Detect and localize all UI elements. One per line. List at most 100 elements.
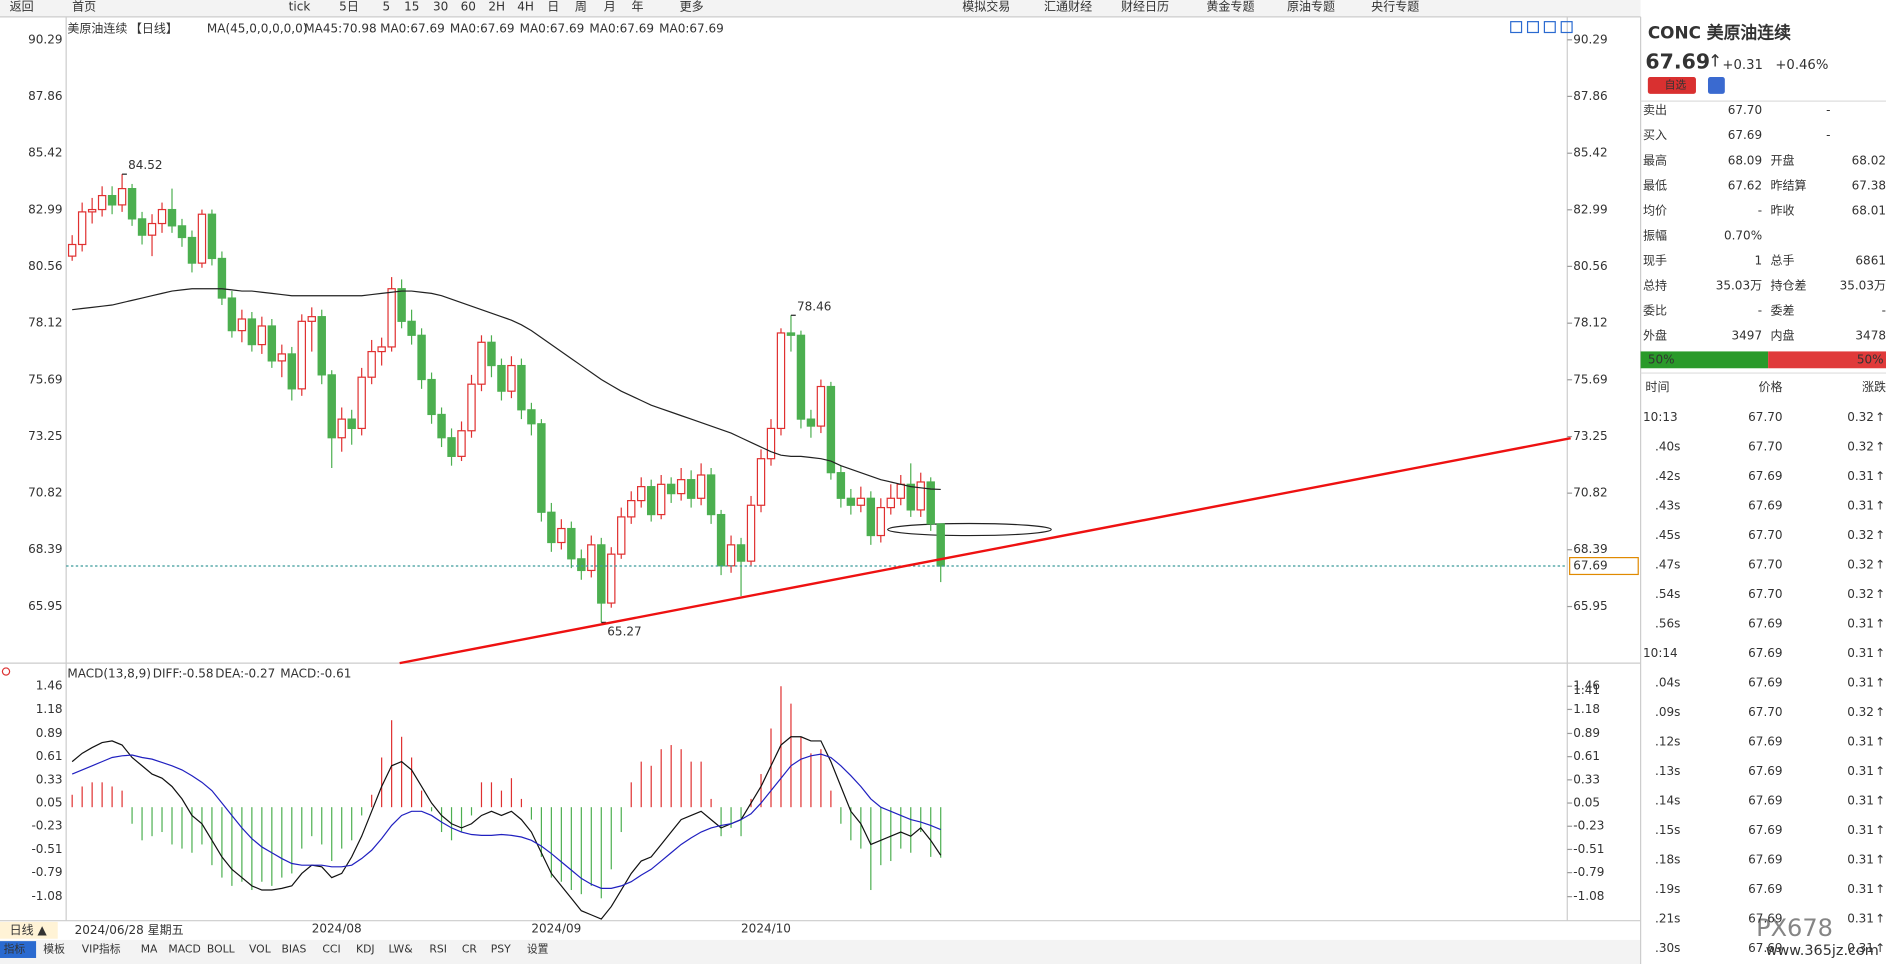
toolbar-item[interactable]: 更多: [680, 0, 704, 14]
candle-body: [906, 483, 915, 511]
candle-body: [557, 527, 566, 544]
tick-change: 0.32: [1847, 528, 1874, 542]
ellipse-drawing: [887, 522, 1052, 537]
tab[interactable]: MA: [141, 943, 158, 956]
candle-body: [676, 479, 686, 495]
tick-change: 0.31: [1847, 617, 1874, 631]
tick-price: 67.69: [1748, 941, 1782, 955]
tab[interactable]: PSY: [491, 943, 511, 956]
buy-bar: [1640, 351, 1769, 369]
toolbar-item[interactable]: 原油专题: [1287, 0, 1335, 14]
y-tick-label: 65.95: [1573, 599, 1607, 613]
icon[interactable]: [1526, 21, 1539, 34]
toolbar-item[interactable]: tick: [289, 0, 311, 14]
candle-body: [537, 423, 546, 513]
up-arrow: ↑: [1875, 646, 1885, 660]
tick-change: 0.31: [1847, 823, 1874, 837]
candle-body: [227, 297, 237, 332]
tab[interactable]: MACD: [168, 943, 200, 956]
tab[interactable]: 指标: [4, 942, 26, 956]
tab[interactable]: CR: [462, 943, 478, 956]
icon[interactable]: [1560, 21, 1573, 34]
tab[interactable]: RSI: [429, 943, 447, 956]
candle-body: [796, 334, 806, 420]
toolbar-item[interactable]: 30: [433, 0, 448, 14]
tick-price: 67.69: [1748, 882, 1782, 896]
toolbar-item[interactable]: 模拟交易: [962, 0, 1010, 14]
table-header: 价格: [1759, 379, 1783, 394]
candle-body: [766, 427, 776, 460]
toolbar-item[interactable]: 央行专题: [1371, 0, 1419, 14]
toolbar-item[interactable]: 日: [547, 0, 559, 14]
up-arrow: ↑: [1875, 764, 1885, 778]
period-switch[interactable]: 日线 ▲: [10, 923, 48, 937]
toolbar-item[interactable]: 4H: [517, 0, 534, 14]
toolbar-item[interactable]: 60: [461, 0, 476, 14]
up-arrow: ↑: [1875, 410, 1885, 424]
toolbar-item[interactable]: 2H: [488, 0, 505, 14]
tab[interactable]: KDJ: [356, 943, 375, 956]
y-tick-label: -0.51: [1573, 842, 1604, 856]
settings-icon[interactable]: [1, 667, 11, 676]
tab[interactable]: VOL: [249, 943, 271, 956]
candle-body: [866, 497, 876, 537]
tab[interactable]: 设置: [527, 943, 549, 956]
toolbar-item[interactable]: 5: [382, 0, 390, 14]
toolbar-item[interactable]: 黄金专题: [1206, 0, 1254, 14]
candle-body: [97, 194, 107, 211]
toolbar-item[interactable]: 15: [404, 0, 419, 14]
watch-label[interactable]: 自选: [1665, 78, 1687, 91]
candle-body: [297, 320, 306, 390]
quote-cell: -: [1758, 203, 1762, 217]
tab[interactable]: BIAS: [281, 943, 306, 956]
y-tick-label: 0.89: [36, 726, 63, 740]
tick-change: 0.31: [1847, 734, 1874, 748]
alert-button[interactable]: [1707, 77, 1725, 94]
tick-price: 67.69: [1748, 852, 1782, 866]
icon[interactable]: [1510, 21, 1523, 34]
tab[interactable]: BOLL: [207, 943, 235, 956]
tab[interactable]: CCI: [322, 943, 340, 956]
y-tick-label: -0.23: [31, 819, 62, 833]
up-arrow: ↑: [1875, 705, 1885, 719]
y-tick-label: 1.46: [36, 679, 63, 693]
icon[interactable]: [1543, 21, 1556, 34]
toolbar-item[interactable]: 5日: [339, 0, 359, 14]
tick-price: 67.69: [1748, 646, 1782, 660]
toolbar-item[interactable]: 财经日历: [1121, 0, 1169, 14]
quote-cell: 昨结算: [1771, 177, 1807, 192]
toolbar: [0, 0, 1641, 17]
candle-body: [197, 213, 207, 264]
toolbar-item[interactable]: 汇通财经: [1044, 0, 1092, 14]
tick-price: 67.69: [1748, 764, 1782, 778]
tick-change: 0.31: [1847, 764, 1874, 778]
tab[interactable]: 模板: [43, 942, 65, 956]
candle-body: [237, 318, 247, 332]
tick-time: .45s: [1655, 528, 1680, 542]
y-tick-label: 82.99: [28, 202, 62, 216]
watch-button[interactable]: [1647, 77, 1696, 94]
candle-body: [387, 288, 396, 348]
toolbar-item[interactable]: 首页: [72, 0, 96, 14]
candle-body: [427, 378, 436, 416]
y-tick-label: 85.42: [1573, 146, 1607, 160]
last-price-label: 67.69: [1573, 559, 1607, 573]
quote-cell: -: [1758, 303, 1762, 317]
tick-change: 0.32: [1847, 705, 1874, 719]
toolbar-item[interactable]: 返回: [10, 0, 34, 14]
candle-body: [696, 474, 706, 499]
x-tick-label: 2024/10: [741, 922, 791, 936]
up-arrow: ↑: [1875, 528, 1885, 542]
tab-bar: [0, 939, 1641, 964]
toolbar-item[interactable]: 月: [604, 0, 616, 14]
toolbar-item[interactable]: 周: [575, 0, 587, 14]
tab[interactable]: LW&: [389, 943, 414, 956]
candle-body: [726, 544, 736, 567]
tick-change: 0.31: [1847, 469, 1874, 483]
up-arrow: ↑: [1875, 911, 1885, 925]
toolbar-item[interactable]: 年: [631, 0, 643, 14]
tab[interactable]: VIP指标: [82, 942, 121, 956]
tick-price: 67.70: [1748, 558, 1782, 572]
